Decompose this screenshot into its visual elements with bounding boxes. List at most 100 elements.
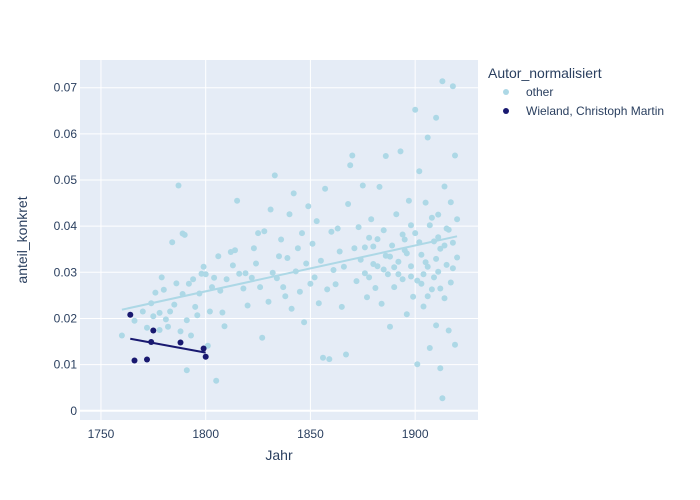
- data-point: [382, 153, 389, 159]
- data-point: [452, 152, 458, 159]
- data-point: [389, 242, 396, 249]
- data-point: [194, 312, 201, 319]
- data-point: [317, 257, 324, 264]
- x-tick-label: 1800: [192, 427, 219, 441]
- y-axis-title: anteil_konkret: [14, 196, 30, 283]
- data-point: [416, 239, 423, 246]
- data-point: [322, 185, 329, 192]
- data-point: [221, 323, 228, 330]
- data-point: [259, 334, 266, 341]
- data-point: [190, 276, 197, 283]
- data-point: [347, 162, 354, 169]
- data-point: [267, 206, 274, 213]
- y-tick-label: 0.04: [54, 219, 78, 233]
- data-point: [206, 308, 213, 315]
- data-point: [127, 311, 134, 318]
- data-point: [387, 323, 393, 330]
- data-point: [353, 278, 360, 285]
- data-point: [378, 300, 385, 307]
- data-point: [183, 317, 190, 324]
- data-point: [380, 266, 387, 273]
- y-tick-label: 0.03: [54, 265, 78, 279]
- data-point: [315, 300, 322, 307]
- data-point: [416, 168, 423, 175]
- y-tick-label: 0.06: [54, 127, 78, 141]
- data-point: [181, 231, 188, 238]
- data-point: [424, 293, 431, 300]
- data-point: [286, 211, 293, 218]
- data-point: [183, 367, 190, 374]
- data-point: [299, 230, 305, 237]
- data-point: [334, 225, 341, 232]
- data-point: [240, 285, 247, 292]
- x-axis-title: Jahr: [265, 447, 293, 463]
- legend: Autor_normalisiert other Wieland, Christo…: [488, 65, 664, 118]
- data-point: [445, 327, 452, 334]
- data-point: [290, 190, 297, 197]
- y-tick-label: 0.02: [54, 311, 78, 325]
- data-point: [244, 302, 251, 309]
- data-point: [447, 199, 454, 206]
- data-point: [418, 251, 425, 258]
- data-point: [165, 323, 171, 330]
- data-point: [236, 270, 243, 277]
- data-point: [211, 274, 218, 281]
- data-point: [301, 319, 308, 326]
- data-point: [192, 303, 199, 310]
- data-point: [175, 182, 182, 189]
- data-point: [403, 311, 410, 318]
- data-point: [447, 279, 454, 286]
- data-point: [276, 253, 282, 260]
- trendline-1: [130, 337, 206, 354]
- y-tick-label: 0: [70, 404, 77, 418]
- data-point: [422, 259, 429, 266]
- data-point: [418, 280, 425, 287]
- data-point: [118, 332, 125, 339]
- data-point: [445, 226, 452, 233]
- y-tick-label: 0.07: [54, 81, 78, 95]
- x-tick-label: 1900: [402, 427, 429, 441]
- data-point: [280, 284, 287, 291]
- data-point: [408, 273, 414, 280]
- data-point: [202, 271, 209, 278]
- data-point: [330, 267, 337, 273]
- data-point: [294, 245, 301, 252]
- data-point: [345, 201, 352, 207]
- legend-item-label: other: [526, 85, 553, 99]
- data-point: [359, 182, 366, 189]
- trendlines: [121, 235, 458, 354]
- data-point: [338, 303, 345, 310]
- data-point: [412, 106, 419, 113]
- y-tick-labels: 0 0.01 0.02 0.03 0.04 0.05 0.06 0.07: [54, 81, 78, 418]
- data-point: [349, 152, 356, 159]
- data-point: [223, 276, 230, 283]
- data-point: [326, 356, 333, 363]
- data-point: [366, 274, 373, 281]
- data-point: [162, 316, 169, 323]
- data-point: [169, 239, 176, 246]
- trendline-0: [121, 235, 458, 311]
- data-point: [351, 245, 358, 252]
- data-point: [303, 260, 310, 267]
- data-point: [148, 300, 155, 307]
- data-point: [431, 238, 437, 245]
- data-point: [361, 244, 368, 251]
- y-tick-label: 0.05: [54, 173, 78, 187]
- data-point: [255, 230, 262, 237]
- data-point: [185, 280, 192, 287]
- data-point: [376, 183, 383, 190]
- data-point: [217, 287, 224, 294]
- data-point: [410, 293, 417, 300]
- data-point: [250, 245, 257, 252]
- data-point: [209, 284, 215, 291]
- data-point: [271, 172, 278, 179]
- data-point: [441, 295, 448, 302]
- data-point: [414, 277, 421, 284]
- data-point: [296, 288, 303, 295]
- grid-lines: [80, 60, 478, 420]
- data-point: [391, 264, 398, 271]
- data-point: [265, 298, 272, 305]
- x-tick-labels: 1750 1800 1850 1900: [88, 427, 429, 441]
- data-point: [305, 203, 312, 210]
- data-point: [408, 222, 414, 229]
